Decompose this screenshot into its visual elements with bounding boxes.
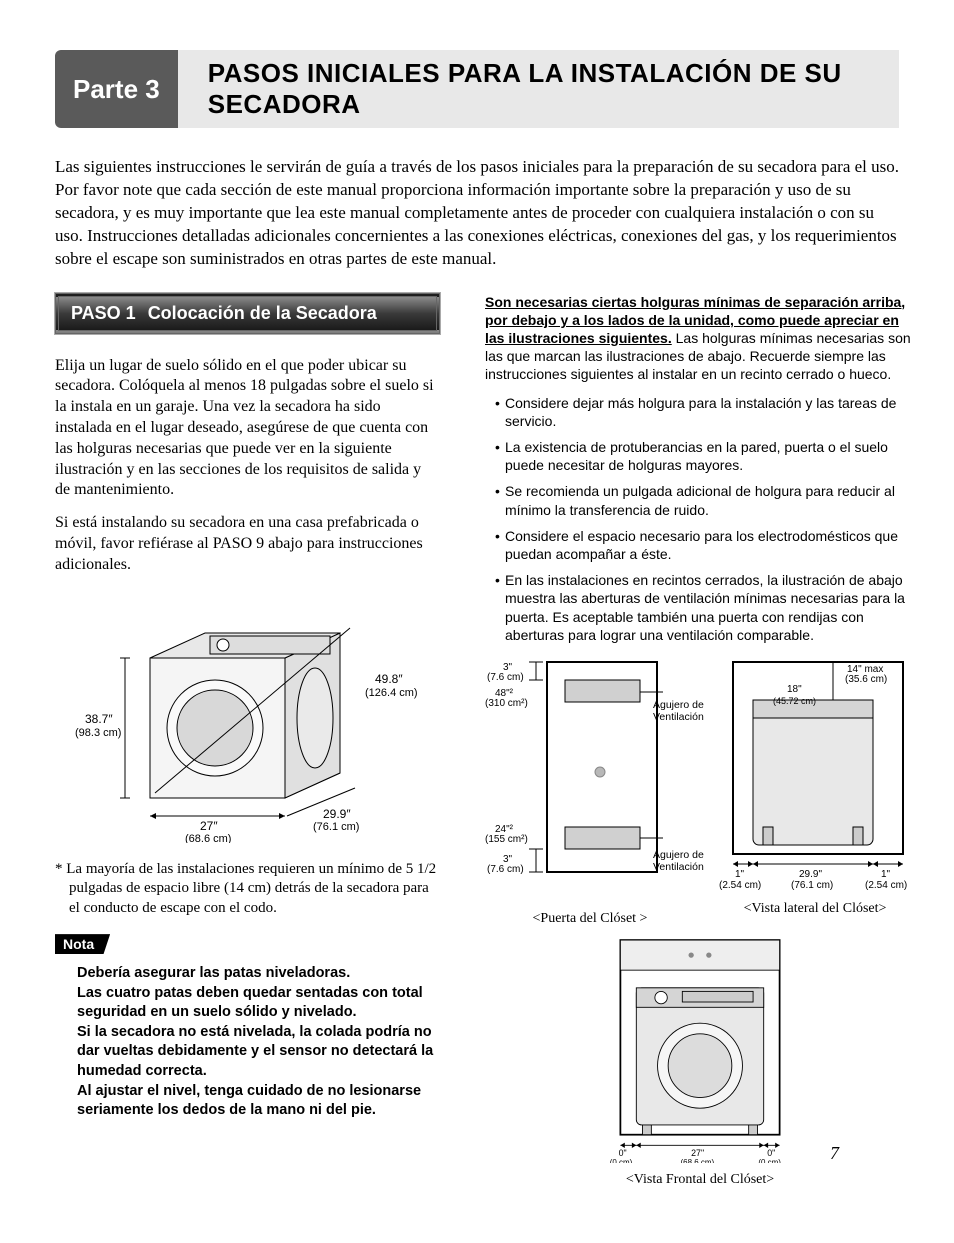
cs-side2-m: (2.54 cm): [865, 880, 907, 891]
dim-diag-m: (126.4 cm): [365, 687, 418, 699]
clearance-bullet: Considere dejar más holgura para la inst…: [495, 394, 915, 430]
paso-para-1: Elija un lugar de suelo sólido en el que…: [55, 356, 440, 502]
cs-side1: 1": [735, 869, 745, 880]
clearance-bullet: La existencia de protuberancias en la pa…: [495, 438, 915, 474]
cd-bot-gap-m: (7.6 cm): [487, 864, 524, 875]
cf-left-m: (0 cm): [610, 1158, 633, 1163]
cf-width: 27": [691, 1148, 704, 1158]
closet-door-block: 3" (7.6 cm) 48"² (310 cm²) 24"² (155 cm²…: [485, 652, 695, 927]
cd-top-gap-m: (7.6 cm): [487, 672, 524, 683]
cs-depth-m: (76.1 cm): [791, 880, 833, 891]
main-title: PASOS INICIALES PARA LA INSTALACIÓN DE S…: [178, 50, 899, 128]
paso-title: Colocación de la Secadora: [148, 303, 377, 324]
closet-front-caption: <Vista Frontal del Clóset>: [485, 1172, 915, 1188]
cd-vent-top-label: Agujero de Ventilación: [653, 699, 713, 723]
dim-height: 38.7″: [85, 712, 113, 726]
paso-number: PASO 1: [71, 303, 136, 324]
cs-back-m: (45.72 cm): [773, 696, 816, 706]
page-header: Parte 3 PASOS INICIALES PARA LA INSTALAC…: [55, 50, 899, 128]
clearance-bullets: Considere dejar más holgura para la inst…: [485, 394, 915, 644]
closet-side-caption: <Vista lateral del Clóset>: [715, 901, 915, 917]
closet-side-block: 14" max (35.6 cm) 18" (45.72 cm) 1" (2.5…: [715, 652, 915, 927]
clearance-intro: Son necesarias ciertas holguras mínimas …: [485, 293, 915, 384]
dim-width-m: (68.6 cm): [185, 833, 231, 843]
closet-side-diagram: 14" max (35.6 cm) 18" (45.72 cm) 1" (2.5…: [715, 652, 915, 892]
clearance-bullet: En las instalaciones en recintos cerrado…: [495, 571, 915, 644]
intro-paragraph: Las siguientes instrucciones le servirán…: [55, 156, 899, 271]
right-column: Son necesarias ciertas holguras mínimas …: [485, 293, 915, 1188]
paso-header: PASO 1 Colocación de la Secadora: [55, 293, 440, 334]
dim-diag: 49.8″: [375, 672, 403, 686]
install-footnote: * La mayoría de las instalaciones requie…: [55, 860, 440, 919]
cs-depth: 29.9": [799, 869, 822, 880]
cs-top-max-m: (35.6 cm): [845, 674, 887, 685]
nota-body: Debería asegurar las patas niveladoras.L…: [55, 964, 440, 1121]
cf-left: 0": [619, 1148, 627, 1158]
cd-top-vent-m: (310 cm²): [485, 698, 528, 709]
cf-right-m: (0 cm): [758, 1158, 781, 1163]
dim-width: 27″: [200, 819, 218, 833]
cs-side2: 1": [881, 869, 891, 880]
left-column: PASO 1 Colocación de la Secadora Elija u…: [55, 293, 440, 1188]
cd-vent-bot-label: Agujero de Ventilación: [653, 849, 713, 873]
closet-door-caption: <Puerta del Clóset >: [485, 911, 695, 927]
cf-width-m: (68.6 cm): [681, 1158, 715, 1163]
dim-depth-m: (76.1 cm): [313, 821, 359, 833]
clearance-bullet: Se recomienda un pulgada adicional de ho…: [495, 482, 915, 518]
closet-diagrams-row: 3" (7.6 cm) 48"² (310 cm²) 24"² (155 cm²…: [485, 652, 915, 927]
closet-front-diagram: 0" (0 cm) 27" (68.6 cm) 0" (0 cm): [585, 933, 815, 1163]
dim-height-m: (98.3 cm): [75, 727, 121, 739]
parte-badge: Parte 3: [55, 50, 178, 128]
clearance-bullet: Considere el espacio necesario para los …: [495, 527, 915, 563]
cs-side1-m: (2.54 cm): [719, 880, 761, 891]
cf-right: 0": [767, 1148, 775, 1158]
cd-bot-vent-m: (155 cm²): [485, 834, 528, 845]
closet-front-block: 0" (0 cm) 27" (68.6 cm) 0" (0 cm) <Vista…: [485, 933, 915, 1188]
paso-para-2: Si está instalando su secadora en una ca…: [55, 513, 440, 575]
page-number: 7: [830, 1143, 839, 1164]
nota-badge: Nota: [55, 934, 110, 954]
cs-back: 18": [787, 684, 802, 695]
dim-depth: 29.9″: [323, 807, 351, 821]
dryer-dimensions-diagram: 38.7″ (98.3 cm) 27″ (68.6 cm) 29.9″ (76.…: [55, 598, 440, 843]
